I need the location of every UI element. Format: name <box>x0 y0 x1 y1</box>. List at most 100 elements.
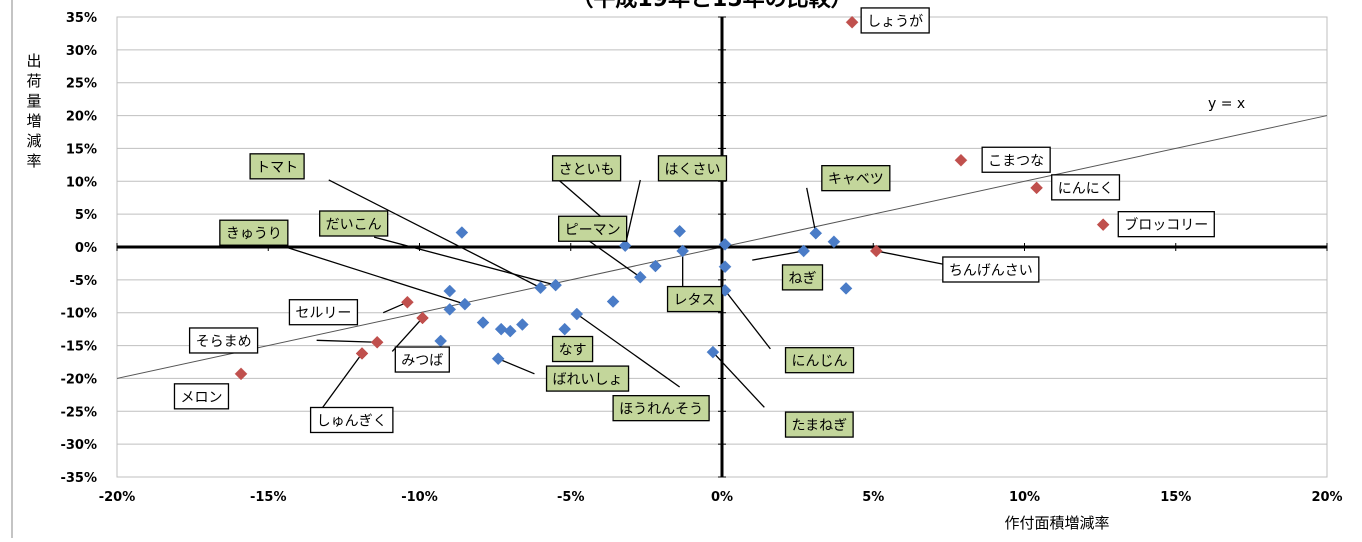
point-label-text: キャベツ <box>828 172 884 188</box>
point-label: トマト <box>249 153 305 180</box>
y-tick-label: 10% <box>66 175 97 190</box>
x-tick-label: -5% <box>557 490 584 505</box>
scatter-point <box>809 226 823 240</box>
point-label-box <box>1051 174 1121 201</box>
point-label: きゅうり <box>219 219 289 246</box>
scatter-point <box>570 307 584 321</box>
y-axis-title-char: 量 <box>26 92 41 110</box>
point-label-text: ねぎ <box>789 271 817 287</box>
scatter-point <box>869 244 883 258</box>
scatter-point <box>355 347 369 360</box>
point-label-text: みつば <box>401 353 443 369</box>
point-label-text: そらまめ <box>196 334 252 350</box>
point-label-box <box>981 146 1051 173</box>
y-axis-title-char: 荷 <box>26 72 41 90</box>
scatter-point <box>839 282 853 295</box>
point-label-box <box>558 215 628 242</box>
point-label-text: にんじん <box>792 354 848 370</box>
y-tick-label: 30% <box>66 44 97 59</box>
callout-line <box>328 179 541 289</box>
scatter-point <box>1030 181 1043 195</box>
point-label-text: こまつな <box>988 153 1044 169</box>
scatter-point <box>491 352 505 366</box>
point-label: しょうが <box>860 7 930 34</box>
scatter-point <box>549 278 562 292</box>
point-label-text: ブロッコリー <box>1124 217 1208 234</box>
point-label: ねぎ <box>781 264 824 291</box>
point-label-text: きゅうり <box>226 226 282 242</box>
y-tick-label: -35% <box>60 471 97 486</box>
x-tick-label: -15% <box>250 490 287 505</box>
scatter-point <box>633 270 647 284</box>
point-label-text: ほうれんそう <box>619 402 703 418</box>
scatter-point <box>443 284 457 298</box>
scatter-point <box>494 322 508 336</box>
point-label-box <box>1117 211 1215 238</box>
point-label-text: さといも <box>559 162 615 178</box>
y-tick-label: 15% <box>66 142 97 157</box>
point-label-text: なす <box>559 343 587 359</box>
point-label-text: だいこん <box>326 217 382 233</box>
point-label-box <box>666 285 723 313</box>
callout-line <box>724 289 771 350</box>
scatter-point <box>443 303 457 316</box>
point-label: なす <box>551 335 594 363</box>
callout-line <box>322 353 363 408</box>
point-label-text: ピーマン <box>565 222 621 238</box>
reference-line-label: y = x <box>1208 96 1245 112</box>
data-points <box>234 15 1110 381</box>
point-label-box <box>249 153 305 180</box>
point-label-box <box>781 264 824 291</box>
point-label-text: はくさい <box>664 162 720 178</box>
point-label: みつば <box>394 346 450 373</box>
scatter-point <box>455 226 469 239</box>
point-label-box <box>612 395 710 422</box>
point-label-box <box>545 365 630 392</box>
x-tick-label: 20% <box>1311 490 1342 505</box>
scatter-point <box>718 260 732 274</box>
point-label: ピーマン <box>558 215 628 242</box>
x-tick-label: 10% <box>1009 490 1040 505</box>
point-label-text: トマト <box>256 160 298 176</box>
y-tick-label: -10% <box>60 307 97 322</box>
y-tick-label: -25% <box>60 405 97 420</box>
y-tick-label: -5% <box>70 274 97 289</box>
point-label-text: たまねぎ <box>792 418 848 434</box>
x-axis-title: 作付面積増減率 <box>1004 514 1109 532</box>
scatter-point <box>606 295 620 308</box>
scatter-point <box>476 316 490 329</box>
point-label: ブロッコリー <box>1117 211 1215 238</box>
scatter-point <box>534 281 547 295</box>
scatter-point <box>673 224 687 238</box>
scatter-point <box>515 318 529 331</box>
point-label-box <box>657 155 728 182</box>
point-label-text: ちんげんさい <box>949 263 1033 279</box>
y-tick-label: 25% <box>66 77 97 92</box>
callout-line <box>712 351 765 408</box>
point-label-box <box>821 165 891 192</box>
x-tick-label: 0% <box>711 490 733 505</box>
x-tick-label: -10% <box>401 490 438 505</box>
point-label: にんじん <box>784 347 855 374</box>
point-label-text: セルリー <box>295 306 351 322</box>
scatter-point <box>718 238 732 251</box>
point-label-text: にんにく <box>1058 181 1114 197</box>
point-label: はくさい <box>657 155 728 182</box>
scatter-point <box>558 322 572 336</box>
y-axis-title-char: 率 <box>26 152 41 170</box>
x-tick-label: 15% <box>1160 490 1191 505</box>
scatter-point <box>416 311 429 325</box>
y-tick-label: 20% <box>66 110 97 125</box>
point-label-text: しゅんぎく <box>317 413 387 429</box>
axes <box>11 0 1328 538</box>
y-tick-label: 0% <box>75 241 97 256</box>
y-axis-title-char: 増 <box>26 112 41 130</box>
point-label-box <box>551 155 622 182</box>
callout-line <box>576 313 681 388</box>
callout-line <box>806 187 817 234</box>
point-label-text: レタス <box>674 293 716 309</box>
point-label-box <box>784 347 855 374</box>
point-label: たまねぎ <box>784 411 854 438</box>
